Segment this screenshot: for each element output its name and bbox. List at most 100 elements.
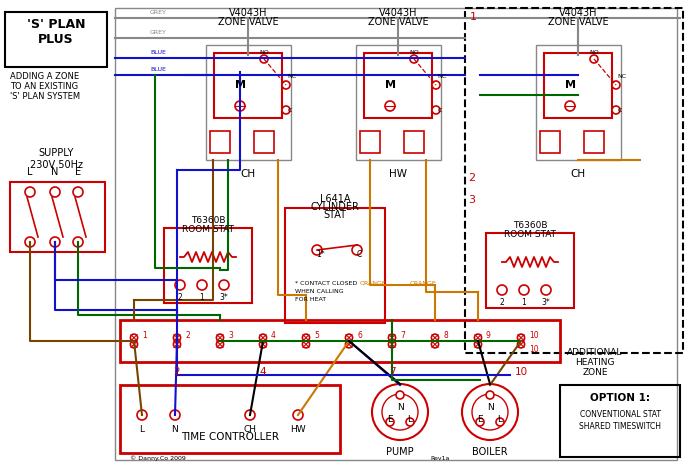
Text: N: N — [486, 402, 493, 411]
Text: L: L — [139, 425, 144, 434]
Circle shape — [406, 418, 414, 426]
Text: 10: 10 — [529, 345, 539, 354]
Circle shape — [462, 384, 518, 440]
Circle shape — [476, 418, 484, 426]
Text: ZONE VALVE: ZONE VALVE — [217, 17, 278, 27]
Text: SHARED TIMESWITCH: SHARED TIMESWITCH — [579, 422, 661, 431]
Bar — [5, 12, 107, 67]
Text: ZONE VALVE: ZONE VALVE — [548, 17, 609, 27]
Text: 7: 7 — [400, 330, 405, 339]
Circle shape — [346, 334, 353, 341]
Text: M: M — [384, 80, 395, 90]
Circle shape — [235, 101, 245, 111]
Text: 'S' PLAN SYSTEM: 'S' PLAN SYSTEM — [10, 92, 80, 101]
Text: 3: 3 — [468, 195, 475, 205]
Circle shape — [245, 410, 255, 420]
Text: BLUE: BLUE — [150, 50, 166, 55]
Circle shape — [432, 81, 440, 89]
Bar — [540, 131, 560, 153]
Bar — [560, 385, 680, 457]
Circle shape — [431, 334, 439, 341]
Circle shape — [260, 55, 268, 63]
Bar — [120, 320, 560, 362]
Text: 3: 3 — [228, 330, 233, 339]
Text: GREY: GREY — [150, 10, 167, 15]
Text: N: N — [397, 402, 404, 411]
Text: Rev1a: Rev1a — [430, 456, 449, 461]
Circle shape — [372, 384, 428, 440]
Text: CH: CH — [240, 169, 255, 179]
Circle shape — [518, 341, 524, 348]
Text: CONVENTIONAL STAT: CONVENTIONAL STAT — [580, 410, 660, 419]
Bar — [214, 53, 282, 118]
Text: 5: 5 — [314, 330, 319, 339]
Text: C: C — [356, 250, 362, 259]
Text: 8: 8 — [443, 330, 448, 339]
Bar — [584, 131, 604, 153]
Bar — [536, 45, 621, 160]
Text: 6: 6 — [357, 330, 362, 339]
Circle shape — [612, 106, 620, 114]
Circle shape — [175, 280, 185, 290]
Bar — [356, 45, 441, 160]
Text: L: L — [408, 415, 413, 424]
Text: C: C — [618, 108, 622, 112]
Bar — [486, 233, 574, 308]
Circle shape — [431, 341, 439, 348]
Text: 3*: 3* — [542, 298, 551, 307]
Text: CYLINDER: CYLINDER — [310, 202, 359, 212]
Circle shape — [137, 410, 147, 420]
Circle shape — [73, 237, 83, 247]
Circle shape — [388, 341, 395, 348]
Bar — [364, 53, 432, 118]
Circle shape — [497, 285, 507, 295]
Circle shape — [496, 418, 504, 426]
Circle shape — [312, 245, 322, 255]
Bar — [206, 45, 291, 160]
Text: L: L — [497, 415, 502, 424]
Bar — [544, 53, 612, 118]
Text: NO: NO — [589, 50, 599, 55]
Text: HW: HW — [389, 169, 407, 179]
Text: NO: NO — [409, 50, 419, 55]
Text: E: E — [75, 167, 81, 177]
Text: GREY: GREY — [150, 30, 167, 35]
Text: ORANGE: ORANGE — [360, 281, 387, 286]
Text: WHEN CALLING: WHEN CALLING — [295, 289, 344, 294]
Bar — [115, 8, 677, 460]
Text: 4: 4 — [271, 330, 276, 339]
Text: 10: 10 — [529, 330, 539, 339]
Circle shape — [25, 187, 35, 197]
Circle shape — [385, 101, 395, 111]
Circle shape — [346, 341, 353, 348]
Text: M: M — [235, 80, 246, 90]
Text: CH: CH — [571, 169, 586, 179]
Text: 2: 2 — [500, 298, 504, 307]
Text: 1: 1 — [199, 293, 204, 302]
Text: L641A: L641A — [319, 194, 351, 204]
Text: 7: 7 — [388, 367, 395, 377]
Circle shape — [50, 187, 60, 197]
Circle shape — [388, 334, 395, 341]
Circle shape — [293, 410, 303, 420]
Text: ROOM STAT: ROOM STAT — [182, 225, 234, 234]
Text: E: E — [387, 415, 393, 424]
Bar — [210, 131, 230, 153]
Bar — [10, 182, 105, 252]
Circle shape — [352, 245, 362, 255]
Text: PUMP: PUMP — [386, 447, 414, 457]
Text: 'S' PLAN: 'S' PLAN — [27, 18, 86, 31]
Text: TO AN EXISTING: TO AN EXISTING — [10, 82, 78, 91]
Text: 2: 2 — [468, 173, 475, 183]
Text: 1: 1 — [142, 330, 147, 339]
Circle shape — [410, 55, 418, 63]
Text: TIME CONTROLLER: TIME CONTROLLER — [181, 432, 279, 442]
Text: 2: 2 — [185, 330, 190, 339]
Text: HEATING: HEATING — [575, 358, 615, 367]
Text: T6360B: T6360B — [513, 221, 547, 230]
Circle shape — [259, 334, 266, 341]
Circle shape — [486, 391, 494, 399]
Text: 2: 2 — [174, 367, 180, 377]
Text: 230V 50Hz: 230V 50Hz — [30, 160, 83, 170]
Text: * CONTACT CLOSED: * CONTACT CLOSED — [295, 281, 357, 286]
